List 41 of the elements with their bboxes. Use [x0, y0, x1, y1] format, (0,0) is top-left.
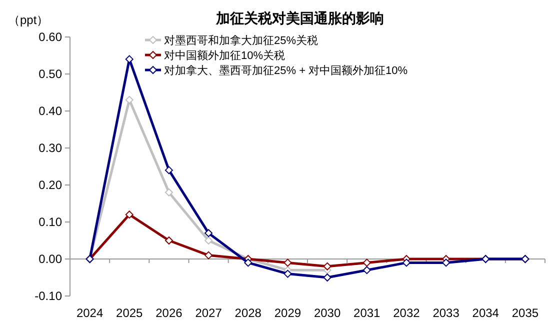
point: [402, 258, 410, 267]
point: [284, 270, 292, 278]
point: [204, 229, 213, 238]
y-tick-label: 0.60: [38, 30, 62, 44]
point: [442, 258, 450, 267]
point: [204, 236, 213, 244]
point: [164, 166, 173, 174]
point: [284, 258, 292, 267]
x-tick-label: 2033: [432, 306, 460, 320]
point: [323, 262, 332, 270]
y-tick-label: 0.00: [38, 252, 62, 266]
point: [164, 236, 173, 244]
point: [362, 258, 371, 267]
point: [244, 258, 252, 267]
y-tick-label: 0.50: [38, 67, 62, 81]
y-tick-label: -0.10: [34, 289, 62, 303]
x-tick-label: 2034: [472, 306, 500, 320]
chart-title: 加征关税对美国通胀的影响: [215, 10, 384, 26]
point: [125, 210, 134, 219]
legend-label: 对加拿大、墨西哥加征25% + 对中国额外加征10%: [164, 64, 408, 77]
x-tick-label: 2030: [314, 306, 341, 320]
x-tick-label: 2024: [76, 306, 104, 320]
point: [362, 266, 371, 274]
y-tick-label: 0.40: [38, 104, 62, 118]
x-tick-label: 2035: [512, 306, 539, 320]
x-tick-label: 2025: [116, 306, 144, 320]
y-tick-label: 0.10: [38, 215, 62, 229]
legend-label: 对墨西哥和加拿大加征25%关税: [164, 34, 318, 47]
point: [204, 251, 213, 260]
x-tick-label: 2029: [274, 306, 302, 320]
legend-label: 对中国额外加征10%关税: [164, 49, 286, 62]
y-tick-label: 0.30: [38, 141, 62, 155]
y-axis-title: （ppt）: [8, 13, 49, 27]
x-tick-label: 2027: [195, 306, 222, 320]
x-tick-label: 2026: [156, 306, 183, 320]
x-tick-label: 2032: [393, 306, 420, 320]
point: [164, 188, 173, 196]
point: [323, 274, 332, 282]
x-tick-label: 2028: [234, 306, 262, 320]
x-tick-label: 2031: [354, 306, 381, 320]
y-tick-label: 0.20: [38, 178, 62, 192]
